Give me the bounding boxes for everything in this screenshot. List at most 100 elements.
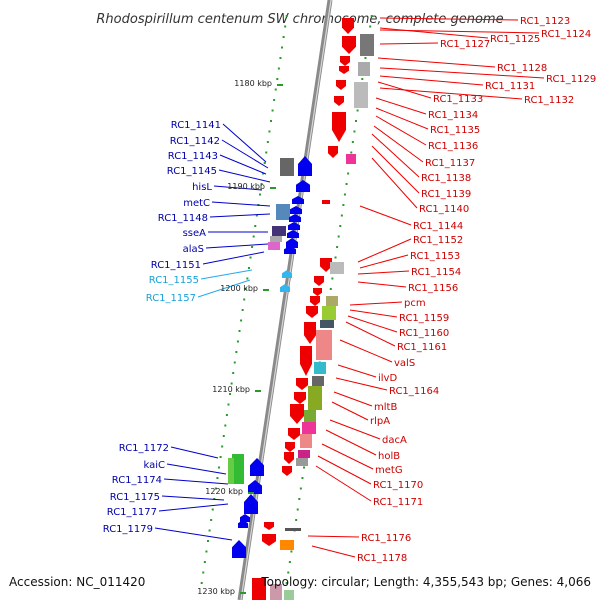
tick-dot <box>285 15 288 17</box>
gene-label-rc1-1131[interactable]: RC1_1131 <box>485 81 535 92</box>
gene-label-pcm[interactable]: pcm <box>404 298 426 309</box>
gene-label-rc1-1129[interactable]: RC1_1129 <box>546 74 596 85</box>
gene-feature-block <box>312 376 324 386</box>
leader-rc1-1145 <box>218 169 271 183</box>
tick-dot <box>284 25 287 28</box>
gene-label-rc1-1170[interactable]: RC1_1170 <box>373 480 423 491</box>
gene-label-rc1-1127[interactable]: RC1_1127 <box>440 39 490 50</box>
tick-dot <box>203 561 206 563</box>
gene-label-alas[interactable]: alaS <box>183 244 204 255</box>
tick-dot <box>263 162 266 164</box>
gene-label-rc1-1125[interactable]: RC1_1125 <box>490 34 540 45</box>
tick-dot <box>247 267 250 269</box>
gene-label-rc1-1143[interactable]: RC1_1143 <box>168 151 218 162</box>
gene-label-rc1-1176[interactable]: RC1_1176 <box>361 533 411 544</box>
gene-arrow <box>262 534 276 546</box>
gene-label-daca[interactable]: dacA <box>382 435 407 446</box>
tick-dot <box>216 477 219 479</box>
gene-label-rc1-1145[interactable]: RC1_1145 <box>167 166 217 177</box>
gene-label-rc1-1175[interactable]: RC1_1175 <box>110 492 160 503</box>
tick-dot <box>351 141 354 143</box>
gene-label-rc1-1155[interactable]: RC1_1155 <box>149 275 199 286</box>
gene-arrow <box>294 392 306 404</box>
leader-rc1-1171 <box>315 465 372 502</box>
gene-feature-block <box>314 362 326 374</box>
map-title: Rhodospirillum centenum SW chromosome, c… <box>96 12 503 27</box>
gene-label-metc[interactable]: metC <box>183 198 210 209</box>
gene-label-rc1-1144[interactable]: RC1_1144 <box>413 221 463 232</box>
gene-label-rc1-1177[interactable]: RC1_1177 <box>107 507 157 518</box>
gene-arrow <box>244 494 258 514</box>
gene-label-rc1-1154[interactable]: RC1_1154 <box>411 267 461 278</box>
gene-label-ssea[interactable]: sseA <box>183 228 207 239</box>
leader-rc1-1156 <box>357 281 407 288</box>
gene-label-rc1-1132[interactable]: RC1_1132 <box>524 95 574 106</box>
gene-label-rc1-1148[interactable]: RC1_1148 <box>158 213 208 224</box>
tick-dot <box>298 498 301 500</box>
leader-rc1-1132 <box>379 87 523 100</box>
leader-holb <box>325 429 377 456</box>
gene-label-holb[interactable]: holB <box>378 451 400 462</box>
gene-label-rc1-1140[interactable]: RC1_1140 <box>419 204 469 215</box>
gene-label-rc1-1179[interactable]: RC1_1179 <box>103 524 153 535</box>
gene-label-rc1-1135[interactable]: RC1_1135 <box>430 125 480 136</box>
gene-label-rc1-1139[interactable]: RC1_1139 <box>421 189 471 200</box>
tick-dot <box>205 550 208 553</box>
gene-feature-block <box>354 82 368 108</box>
gene-label-rc1-1151[interactable]: RC1_1151 <box>151 260 201 271</box>
gene-feature-block <box>320 320 334 328</box>
tick-dot <box>290 550 293 553</box>
leader-rc1-1138 <box>371 133 420 178</box>
gene-arrow <box>296 180 310 192</box>
tick-dot <box>236 340 239 343</box>
gene-arrow <box>336 80 346 90</box>
gene-feature-block <box>322 200 330 204</box>
leader-rc1-1141 <box>222 123 267 163</box>
tick-dot <box>238 330 241 332</box>
gene-label-rc1-1156[interactable]: RC1_1156 <box>408 283 458 294</box>
gene-arrow <box>342 36 356 54</box>
gene-label-metg[interactable]: metG <box>375 465 403 476</box>
tick-dot <box>299 487 302 490</box>
gene-feature-block <box>268 242 280 250</box>
gene-label-rc1-1136[interactable]: RC1_1136 <box>428 141 478 152</box>
gene-label-mltb[interactable]: mltB <box>374 402 397 413</box>
gene-label-rc1-1124[interactable]: RC1_1124 <box>541 29 591 40</box>
gene-label-rc1-1178[interactable]: RC1_1178 <box>357 553 407 564</box>
gene-label-rc1-1128[interactable]: RC1_1128 <box>497 63 547 74</box>
gene-label-rc1-1157[interactable]: RC1_1157 <box>146 293 196 304</box>
tick-dot <box>214 487 217 490</box>
gene-label-rc1-1133[interactable]: RC1_1133 <box>433 94 483 105</box>
tick-dot <box>277 67 280 70</box>
gene-label-rc1-1164[interactable]: RC1_1164 <box>389 386 439 397</box>
gene-label-rc1-1153[interactable]: RC1_1153 <box>410 251 460 262</box>
gene-label-rc1-1160[interactable]: RC1_1160 <box>399 328 449 339</box>
gene-arrow <box>328 146 338 158</box>
tick-dot <box>200 582 203 584</box>
gene-feature-block <box>280 540 294 550</box>
gene-label-rlpa[interactable]: rlpA <box>370 416 390 427</box>
leader-rc1-1164 <box>335 377 388 391</box>
left-gene-labels: RC1_1141 RC1_1142 RC1_1143 RC1_1145 hisL metC… <box>103 120 221 535</box>
leader-rc1-1153 <box>359 254 409 269</box>
gene-label-kaic[interactable]: kaiC <box>143 460 165 471</box>
gene-label-rc1-1171[interactable]: RC1_1171 <box>373 497 423 508</box>
leader-rc1-1154 <box>357 270 410 275</box>
gene-label-rc1-1138[interactable]: RC1_1138 <box>421 173 471 184</box>
gene-label-rc1-1134[interactable]: RC1_1134 <box>428 110 478 121</box>
gene-label-rc1-1123[interactable]: RC1_1123 <box>520 16 570 27</box>
kbp-tick <box>263 289 269 291</box>
gene-label-hisl[interactable]: hisL <box>192 182 212 193</box>
gene-label-rc1-1142[interactable]: RC1_1142 <box>170 136 220 147</box>
gene-label-rc1-1161[interactable]: RC1_1161 <box>397 342 447 353</box>
gene-label-rc1-1174[interactable]: RC1_1174 <box>112 475 162 486</box>
gene-label-rc1-1137[interactable]: RC1_1137 <box>425 158 475 169</box>
right-gene-labels: RC1_1123 RC1_1125 RC1_1124 RC1_1127 RC1_1128… <box>357 16 596 564</box>
gene-label-rc1-1152[interactable]: RC1_1152 <box>413 235 463 246</box>
gene-label-vals[interactable]: valS <box>394 358 415 369</box>
gene-label-rc1-1172[interactable]: RC1_1172 <box>119 443 169 454</box>
gene-label-rc1-1141[interactable]: RC1_1141 <box>171 120 221 131</box>
gene-label-ilvd[interactable]: ilvD <box>378 373 397 384</box>
kbp-tick <box>248 492 254 494</box>
gene-label-rc1-1159[interactable]: RC1_1159 <box>399 313 449 324</box>
